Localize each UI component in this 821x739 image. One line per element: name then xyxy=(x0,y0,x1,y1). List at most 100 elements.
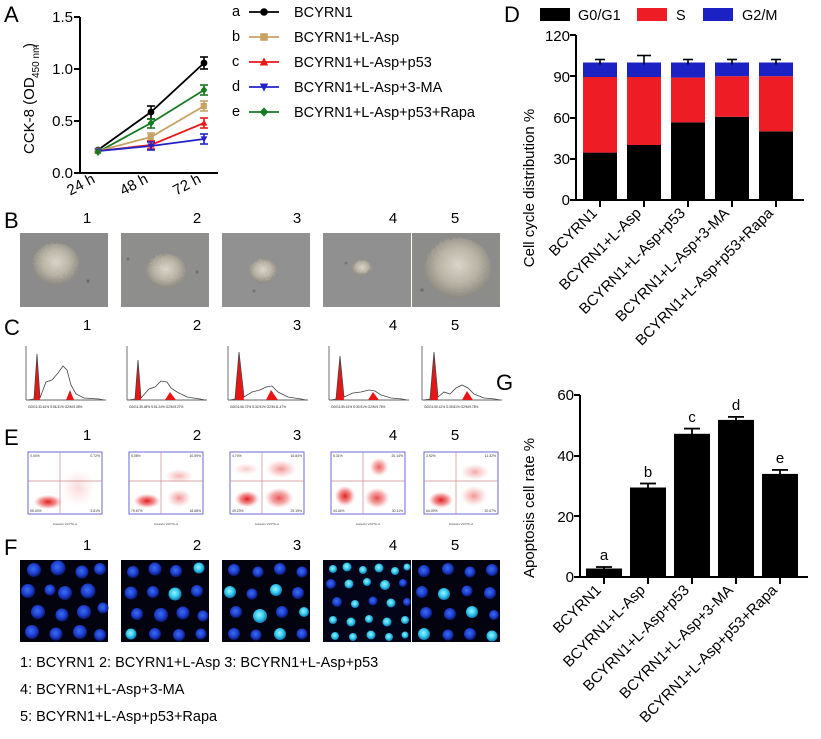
panel-a-ytick-0: 0.0 xyxy=(52,165,73,182)
e5-ul: 3.92% xyxy=(426,454,436,458)
legend-label-e: BCYRN1+L-Asp+p53+Rapa xyxy=(294,105,476,121)
panel-letter-g: G xyxy=(496,370,514,395)
panel-a-ylabel-close: ) xyxy=(21,43,38,48)
panel-g-ytick-0: 0 xyxy=(566,569,574,586)
image-b-2 xyxy=(121,233,209,307)
image-f-1 xyxy=(20,560,109,642)
panel-e-num-5: 5 xyxy=(450,427,460,444)
bar-g2m-3 xyxy=(671,62,705,78)
bar-s-5 xyxy=(759,76,793,132)
panel-a-ylabel-sub: 450 nm xyxy=(31,45,42,78)
panel-e-num-3: 3 xyxy=(292,427,302,444)
e4-xaxis: Annexin V-FITC-A xyxy=(356,522,380,526)
panel-f-num-5: 5 xyxy=(450,537,460,554)
bar-s-4 xyxy=(715,76,749,117)
bar-s-3 xyxy=(671,77,705,123)
panel-c-stats-1: G0/G1:33.61% S:56.31% G2/M:9.08% xyxy=(28,405,83,409)
cytogram-c-5: G0/G1:50.41% S:39.81% G2/M:9.78% xyxy=(421,346,502,409)
bar-g-1 xyxy=(586,568,622,577)
image-f-2 xyxy=(121,560,209,642)
e5-ur: 11.32% xyxy=(485,454,496,458)
e2-ur: 10.59% xyxy=(190,454,202,458)
caption-line-2: 4: BCYRN1+L-Asp+3-MA xyxy=(20,682,185,698)
panel-c-num-1: 1 xyxy=(82,317,92,334)
panel-c-num-3: 3 xyxy=(292,317,302,334)
panel-letter-e: E xyxy=(4,425,19,450)
image-f-3 xyxy=(222,560,310,642)
e2-lr: 18.68% xyxy=(190,509,202,513)
panel-d-ytick-4: 120 xyxy=(545,28,570,45)
panel-a-chart: CCK-8 (OD 450 nm ) 0.0 0.5 1.0 1.5 xyxy=(21,9,218,199)
bar-g-2 xyxy=(630,487,666,577)
scatter-e-4: 5.31% 20.14% 44.44% 30.11% Annexin V-FIT… xyxy=(330,451,406,526)
panel-letter-a: A xyxy=(4,2,19,27)
panel-b-num-3: 3 xyxy=(292,210,302,227)
panel-b-num-5: 5 xyxy=(450,210,460,227)
panel-b-num-2: 2 xyxy=(192,210,202,227)
image-b-3 xyxy=(222,233,310,307)
panel-c-num-2: 2 xyxy=(192,317,202,334)
image-b-1 xyxy=(20,233,108,307)
panel-g-chart: Apoptosis cell rate % 0 20 40 60 a b c d… xyxy=(521,387,808,726)
cytogram-c-4: G0/G1:59.41% S:30.91% G2/M:9.76% xyxy=(328,346,409,409)
bar-g2m-4 xyxy=(715,62,749,77)
panel-c-stats-2: G0/G1:39.48% S:51.24% G2/M:9.27% xyxy=(129,405,184,409)
image-b-4 xyxy=(323,233,411,307)
legend-key-a: a xyxy=(232,4,241,20)
legend-key-d: d xyxy=(232,79,240,95)
panel-e-num-4: 4 xyxy=(388,427,398,444)
scatter-e-5: 3.92% 11.32% 64.09% 20.67% Annexin V-FIT… xyxy=(423,451,499,526)
panel-f-images xyxy=(20,560,500,642)
e2-ul: 5.08% xyxy=(131,454,141,458)
legend-label-d: BCYRN1+L-Asp+3-MA xyxy=(294,80,443,96)
e3-ur: 16.84% xyxy=(291,454,303,458)
panel-letter-c: C xyxy=(4,315,20,340)
e5-ll: 64.09% xyxy=(426,509,438,513)
e2-xaxis: Annexin V-FITC-A xyxy=(154,522,178,526)
panel-a-errorbars xyxy=(147,56,208,151)
legend-key-e: e xyxy=(232,104,240,120)
legend-label-c: BCYRN1+L-Asp+p53 xyxy=(294,55,432,71)
panel-c-stats-4: G0/G1:59.41% S:30.91% G2/M:9.76% xyxy=(331,405,386,409)
bar-g0g1-2 xyxy=(627,145,661,200)
panel-a-ytick-1: 0.5 xyxy=(52,113,73,130)
panel-e-scatterplots: 0.04% 0.72% 95.43% 3.81% Annexin V-FITC-… xyxy=(27,451,499,526)
legend-marker-diamond xyxy=(259,107,269,117)
panel-f-num-2: 2 xyxy=(192,537,202,554)
panel-g-sig-a: a xyxy=(600,547,609,564)
image-f-4 xyxy=(323,560,411,642)
bar-s-2 xyxy=(627,77,661,145)
e1-lr: 3.81% xyxy=(90,509,100,513)
e3-ll: 49.23% xyxy=(232,509,244,513)
cytogram-c-2: G0/G1:39.48% S:51.24% G2/M:9.27% xyxy=(126,346,207,409)
e4-ur: 20.14% xyxy=(392,454,404,458)
panel-g-sig-e: e xyxy=(776,450,784,467)
image-f-5 xyxy=(412,560,500,642)
panel-e-num-1: 1 xyxy=(82,427,92,444)
panel-c-num-4: 4 xyxy=(388,317,398,334)
panel-a-legend: a BCYRN1 b BCYRN1+L-Asp c BCYRN1+L-Asp+p… xyxy=(232,4,476,121)
panel-a-ytick-3: 1.5 xyxy=(52,9,73,26)
e4-ul: 5.31% xyxy=(333,454,343,458)
panel-d-ylabel: Cell cycle distribution % xyxy=(521,109,538,267)
legend-row-c: c BCYRN1+L-Asp+p53 xyxy=(232,54,432,71)
panel-d-ytick-1: 30 xyxy=(553,151,570,168)
panel-e-num-2: 2 xyxy=(192,427,202,444)
legend-row-b: b BCYRN1+L-Asp xyxy=(232,29,399,46)
e4-lr: 30.11% xyxy=(392,509,403,513)
bar-g-3 xyxy=(674,433,710,577)
e1-ul: 0.04% xyxy=(30,454,40,458)
bar-g2m-1 xyxy=(583,62,617,77)
panel-c-num-5: 5 xyxy=(450,317,460,334)
scatter-e-1: 0.04% 0.72% 95.43% 3.81% Annexin V-FITC-… xyxy=(27,451,103,526)
e1-ll: 95.43% xyxy=(30,509,42,513)
e3-xaxis: Annexin V-FITC-A xyxy=(255,522,279,526)
panel-letter-b: B xyxy=(4,208,19,233)
cytogram-c-3: G0/G1:56.72% S:32.91% G2/M:11.47% xyxy=(227,346,308,409)
e1-ur: 0.72% xyxy=(90,454,100,458)
panel-g-errorbars xyxy=(596,416,788,571)
legend-label-a: BCYRN1 xyxy=(294,5,353,21)
bar-g2m-5 xyxy=(759,62,793,77)
panel-f-num-1: 1 xyxy=(82,537,92,554)
legend-swatch-s xyxy=(637,8,667,21)
